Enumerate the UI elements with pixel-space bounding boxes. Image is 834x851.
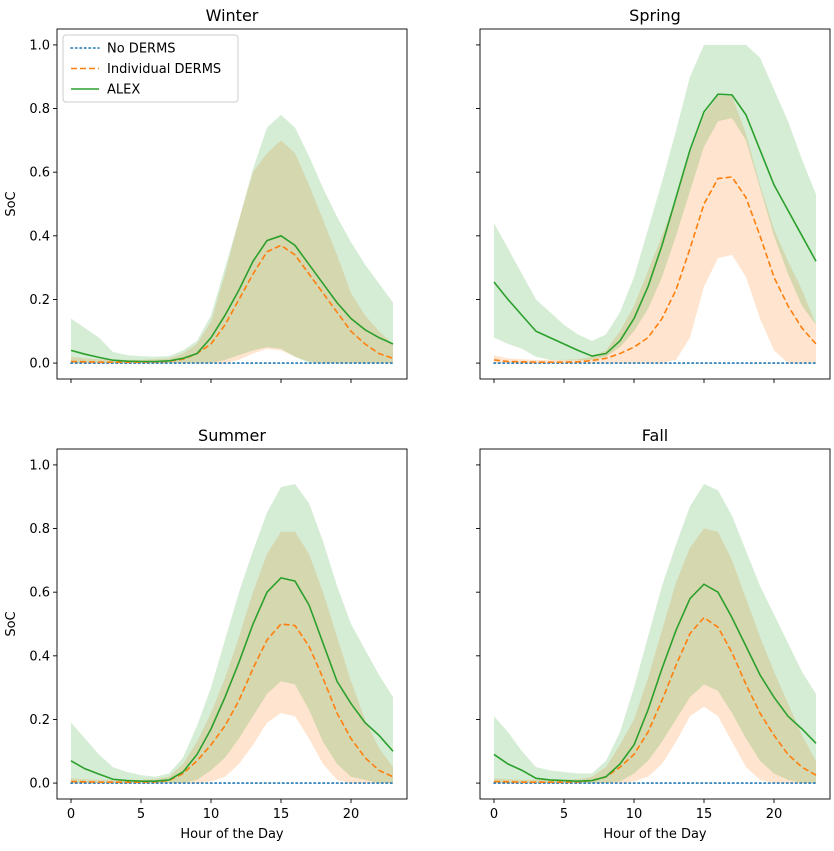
y-tick-label: 0.4 [29,229,50,244]
series-line-individual-derms [70,244,394,363]
series-line-alex [493,93,817,357]
y-tick-label: 0.8 [29,522,50,537]
y-tick-label: 1.0 [29,38,50,53]
x-tick-label: 5 [137,807,145,822]
series-line-alex [70,234,394,363]
plot-area [70,114,394,364]
subplot-title: Spring [629,6,681,25]
y-tick-label: 0.4 [29,649,50,664]
legend-label: No DERMS [107,42,176,57]
subplot-winter: Winter 0.0 0.2 0.4 0.6 0.8 1.0 SoC No DERMS Indiv… [4,6,408,383]
x-tick-label: 20 [343,807,360,822]
axes-frame [479,448,831,800]
axes-frame [479,28,831,380]
subplot-title: Summer [198,426,266,445]
x-tick-label: 10 [626,807,643,822]
y-tick-label: 0.6 [29,586,50,601]
subplot-title: Fall [642,426,668,445]
axes-frame [56,448,408,800]
subplot-title: Winter [206,6,259,25]
series-line-alex [493,583,817,782]
y-axis-label: SoC [4,611,19,636]
x-axis-label: Hour of the Day [180,827,284,842]
y-tick-label: 1.0 [29,458,50,473]
legend-label: ALEX [107,83,140,98]
subplot-spring: Spring [476,6,831,383]
band-individual-derms [494,528,816,784]
band-individual-derms [71,140,393,364]
x-tick-label: 15 [696,807,713,822]
x-tick-label: 0 [67,807,75,822]
subplot-summer: Summer 0.0 0.2 0.4 0.6 0.8 1.0 0 5 10 15 20 SoC Hour … [4,426,408,842]
plot-area [70,484,394,784]
subplot-fall: Fall 0 5 10 15 20 Hour of the Day [476,426,831,842]
y-tick-label: 0.8 [29,102,50,117]
y-tick-label: 0.0 [29,777,50,792]
y-axis-label: SoC [4,191,19,216]
x-tick-label: 10 [203,807,220,822]
legend: No DERMS Individual DERMS ALEX [62,34,239,103]
y-tick-label: 0.2 [29,713,50,728]
band-alex [71,484,393,784]
x-tick-label: 5 [560,807,568,822]
band-individual-derms [494,95,816,364]
y-tick-label: 0.0 [29,357,50,372]
band-alex [494,44,816,361]
x-tick-label: 0 [490,807,498,822]
plot-area [493,484,817,784]
y-tick-label: 0.2 [29,293,50,308]
x-tick-label: 20 [766,807,783,822]
band-individual-derms [71,531,393,784]
x-axis-label: Hour of the Day [603,827,707,842]
band-alex [71,114,393,364]
series-line-individual-derms [70,623,394,783]
legend-box [62,34,239,103]
plot-area [493,44,817,364]
legend-label: Individual DERMS [107,62,221,77]
band-alex [494,484,816,784]
x-tick-label: 15 [273,807,290,822]
y-tick-label: 0.6 [29,166,50,181]
axes-frame [56,28,408,380]
series-line-alex [70,576,394,782]
series-line-individual-derms [493,616,817,783]
series-line-individual-derms [493,176,817,363]
